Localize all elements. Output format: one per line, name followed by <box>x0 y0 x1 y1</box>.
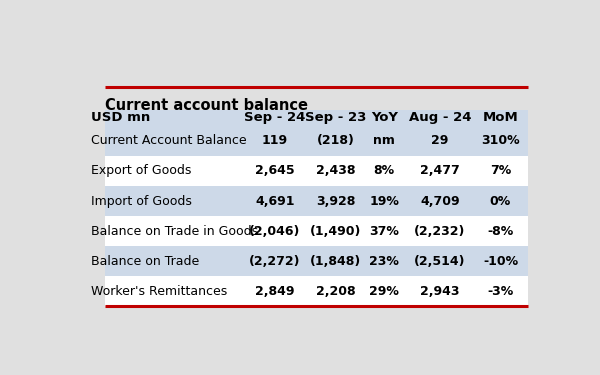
Text: -3%: -3% <box>487 285 514 298</box>
Bar <box>105 276 529 306</box>
Text: Import of Goods: Import of Goods <box>91 195 192 207</box>
Text: USD mn: USD mn <box>91 111 151 125</box>
Text: Export of Goods: Export of Goods <box>91 165 191 177</box>
Text: 4,709: 4,709 <box>420 195 460 207</box>
Bar <box>105 126 529 156</box>
Text: (2,514): (2,514) <box>414 255 466 268</box>
Bar <box>105 216 529 246</box>
Text: (2,232): (2,232) <box>415 225 466 238</box>
Text: 310%: 310% <box>481 134 520 147</box>
Text: 19%: 19% <box>369 195 399 207</box>
Text: 29%: 29% <box>369 285 399 298</box>
Text: 8%: 8% <box>374 165 395 177</box>
Bar <box>105 110 529 126</box>
Text: Sep - 23: Sep - 23 <box>305 111 366 125</box>
Text: (2,046): (2,046) <box>249 225 301 238</box>
Text: MoM: MoM <box>482 111 518 125</box>
Text: Sep - 24: Sep - 24 <box>244 111 305 125</box>
Text: 2,849: 2,849 <box>255 285 295 298</box>
Text: -10%: -10% <box>483 255 518 268</box>
Text: 0%: 0% <box>490 195 511 207</box>
Text: 4,691: 4,691 <box>255 195 295 207</box>
Text: 119: 119 <box>262 134 288 147</box>
Text: nm: nm <box>373 134 395 147</box>
Text: 29: 29 <box>431 134 449 147</box>
Text: 2,438: 2,438 <box>316 165 355 177</box>
Text: 2,477: 2,477 <box>420 165 460 177</box>
Text: 37%: 37% <box>369 225 399 238</box>
Text: (1,848): (1,848) <box>310 255 361 268</box>
Text: 2,645: 2,645 <box>255 165 295 177</box>
Bar <box>105 246 529 276</box>
Text: Worker's Remittances: Worker's Remittances <box>91 285 227 298</box>
Text: Current Account Balance: Current Account Balance <box>91 134 247 147</box>
Text: Balance on Trade in Goods: Balance on Trade in Goods <box>91 225 259 238</box>
Text: Balance on Trade: Balance on Trade <box>91 255 200 268</box>
Text: 2,943: 2,943 <box>420 285 460 298</box>
Bar <box>105 186 529 216</box>
Text: 2,208: 2,208 <box>316 285 355 298</box>
Text: (218): (218) <box>316 134 355 147</box>
Bar <box>105 156 529 186</box>
Text: (1,490): (1,490) <box>310 225 361 238</box>
Text: YoY: YoY <box>371 111 398 125</box>
Text: -8%: -8% <box>487 225 514 238</box>
Text: (2,272): (2,272) <box>249 255 301 268</box>
Text: Aug - 24: Aug - 24 <box>409 111 471 125</box>
Text: 3,928: 3,928 <box>316 195 355 207</box>
Text: 7%: 7% <box>490 165 511 177</box>
Text: Current account balance: Current account balance <box>105 98 308 113</box>
Text: 23%: 23% <box>369 255 399 268</box>
